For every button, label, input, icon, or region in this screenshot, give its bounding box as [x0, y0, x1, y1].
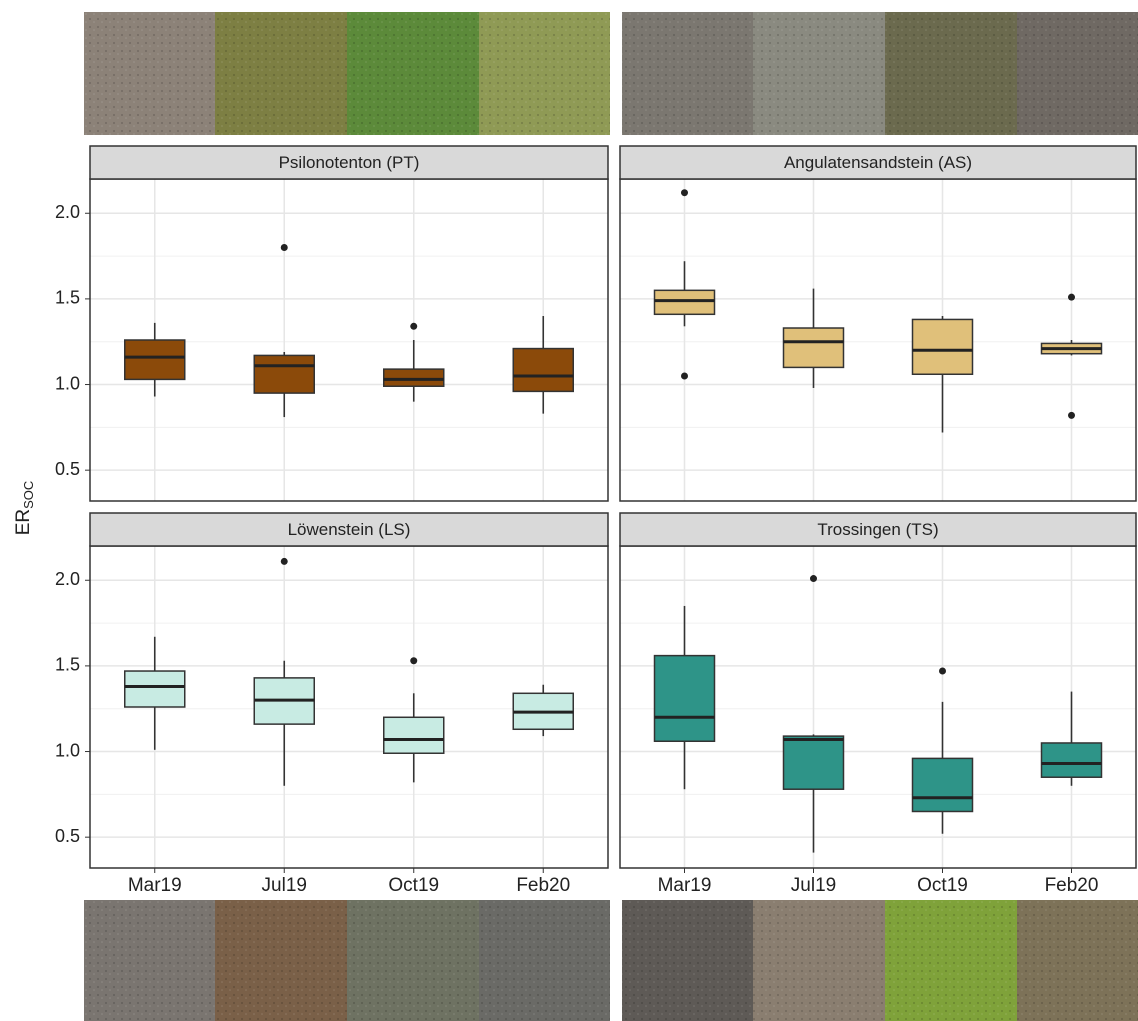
photo-texture	[622, 900, 1138, 1021]
box	[124, 339, 186, 381]
outlier	[280, 244, 288, 252]
box	[1040, 742, 1103, 778]
outlier	[410, 322, 418, 330]
box	[653, 289, 716, 316]
x-tick-label: Jul19	[791, 875, 836, 896]
strip	[619, 512, 1137, 547]
y-axis-label: ERSOC	[13, 481, 36, 536]
photo-texture	[622, 12, 1138, 135]
x-tick-label: Mar19	[658, 875, 712, 896]
outlier	[1068, 411, 1075, 419]
y-axis-label-main: ER	[13, 509, 34, 535]
outlier	[810, 575, 817, 583]
box	[911, 757, 974, 813]
outlier	[1068, 293, 1075, 301]
x-tick-label: Feb20	[516, 875, 570, 896]
box	[782, 735, 845, 790]
y-tick-label: 2.0	[55, 202, 80, 222]
y-tick-label: 1.0	[55, 740, 80, 760]
photos-bottom	[84, 900, 1138, 1021]
photo-texture	[84, 12, 610, 135]
outlier	[410, 657, 418, 665]
panel-border	[619, 178, 1137, 502]
y-tick-label: 0.5	[55, 826, 80, 846]
x-tick-label: Mar19	[128, 875, 182, 896]
box	[512, 347, 574, 393]
box	[911, 318, 974, 376]
x-tick-label: Jul19	[262, 875, 307, 896]
x-tick-label: Oct19	[388, 875, 439, 896]
facet-title: Löwenstein (LS)	[288, 520, 411, 539]
photos-top	[84, 12, 1138, 135]
y-tick-label: 2.0	[55, 569, 80, 589]
box	[383, 716, 445, 754]
box	[782, 327, 845, 369]
y-tick-label: 0.5	[55, 459, 80, 479]
strip	[89, 512, 609, 547]
box	[383, 368, 445, 387]
y-axis-label-sub: SOC	[21, 481, 36, 509]
box	[653, 654, 716, 743]
outlier	[681, 189, 688, 197]
outlier	[681, 372, 688, 380]
y-tick-label: 1.5	[55, 655, 80, 675]
photo-texture	[84, 900, 610, 1021]
facet-title: Trossingen (TS)	[817, 520, 938, 539]
x-tick-label: Oct19	[917, 875, 968, 896]
box	[124, 670, 186, 708]
y-tick-label: 1.0	[55, 373, 80, 393]
box	[253, 354, 315, 394]
strip	[89, 145, 609, 180]
strip	[619, 145, 1137, 180]
facet-title: Psilonotenton (PT)	[279, 153, 420, 172]
x-tick-label: Feb20	[1045, 875, 1099, 896]
outlier	[939, 667, 946, 675]
y-tick-label: 1.5	[55, 288, 80, 308]
facet-title: Angulatensandstein (AS)	[784, 153, 972, 172]
outlier	[280, 557, 288, 565]
